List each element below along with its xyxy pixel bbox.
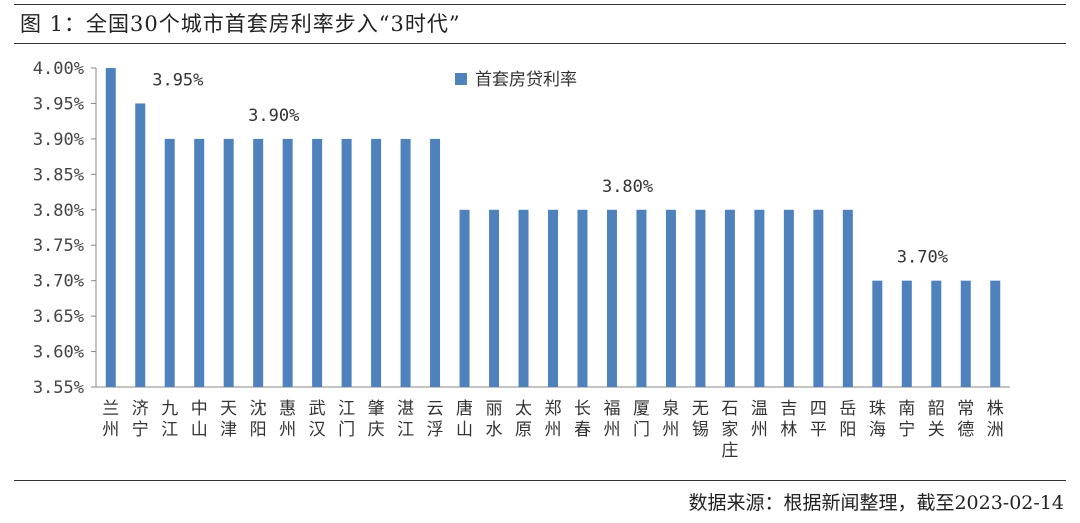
y-tick-label: 3.65% [33,307,84,327]
x-tick-label: 湛江 [397,399,414,440]
x-tick-label: 四平 [810,399,827,440]
bar [312,138,323,387]
x-tick-label: 常德 [957,399,974,440]
x-tick-label: 岳阳 [839,399,856,440]
bar [194,138,205,387]
x-tick-label: 珠海 [869,399,886,440]
data-label: 3.95% [152,70,203,90]
x-tick-label: 长春 [574,399,591,440]
y-tick-label: 3.55% [33,378,84,398]
x-tick-label: 石家庄 [721,399,738,461]
x-tick-label: 温州 [751,399,768,440]
bar [282,138,293,387]
y-tick-label: 3.80% [33,201,84,221]
bar [872,280,883,387]
bar [783,209,794,387]
x-tick-label: 韶关 [928,399,945,440]
y-tick-label: 3.95% [33,94,84,114]
x-tick-label: 福州 [603,399,620,440]
y-tick-label: 3.70% [33,272,84,292]
bar [430,138,441,387]
bar [960,280,971,387]
x-tick-label: 肇庆 [368,399,385,440]
x-tick-label: 太原 [515,399,532,440]
x-tick-label: 郑州 [545,399,562,440]
bar [842,209,853,387]
top-rule [14,4,1066,5]
x-tick-label: 南宁 [898,399,915,440]
category-labels: 兰州济宁九江中山天津沈阳惠州武汉江门肇庆湛江云浮唐山丽水太原郑州长春福州厦门泉州… [102,398,1004,461]
bars [105,68,1001,387]
bar [990,280,1001,387]
annotations: 3.95% 3.90% 3.80% 3.70% [152,70,948,267]
x-tick-label: 江门 [338,399,355,440]
data-label: 3.70% [897,248,948,268]
y-tick-label: 3.85% [33,165,84,185]
bar [400,138,411,387]
bar [695,209,706,387]
bar [518,209,529,387]
x-tick-label: 天津 [220,399,237,440]
x-tick-label: 兰州 [102,399,119,440]
bar-chart: 3.55% 3.60% 3.65% 3.70% 3.75% 3.80% 3.85% 3.90%… [33,59,1010,461]
bar [459,209,470,387]
bar [164,138,175,387]
x-tick-label: 中山 [191,399,208,440]
x-tick-label: 厦门 [633,399,650,440]
x-tick-label: 吉林 [780,399,797,440]
bar [665,209,676,387]
bar [489,209,500,387]
legend-swatch [455,73,467,85]
page-title: 图 1：全国30个城市首套房利率步入“3时代” [20,12,461,36]
bar [577,209,588,387]
bar [253,138,264,387]
x-tick-label: 唐山 [456,398,473,440]
bar [931,280,942,387]
bar [371,138,382,387]
bar [813,209,824,387]
bar [223,138,234,387]
x-tick-label: 丽水 [486,399,503,440]
x-tick-label: 泉州 [662,399,679,440]
data-label: 3.90% [248,106,299,126]
bottom-rule [14,480,1066,481]
bar [724,209,735,387]
source-note: 数据来源：根据新闻整理，截至2023-02-14 [688,492,1064,514]
y-tick-label: 3.75% [33,236,84,256]
bar [606,209,617,387]
x-tick-label: 云浮 [427,399,444,440]
x-tick-label: 沈阳 [250,399,267,440]
y-tick-label: 3.60% [33,343,84,363]
y-tick-label: 3.90% [33,130,84,150]
bar [548,209,558,387]
bar [901,280,912,387]
bar [105,68,116,387]
title-rule [14,43,1066,44]
bar [636,209,647,387]
data-label: 3.80% [602,177,653,197]
bar [754,209,765,387]
x-tick-label: 无锡 [692,399,709,440]
bar [135,103,146,387]
legend-label: 首套房贷利率 [475,70,577,90]
x-tick-label: 九江 [161,399,178,440]
bar [341,138,352,387]
legend: 首套房贷利率 [455,70,577,90]
y-tick-label: 4.00% [33,59,84,79]
x-tick-label: 株洲 [987,399,1004,440]
x-tick-label: 济宁 [132,399,149,440]
x-tick-label: 武汉 [309,399,326,440]
x-tick-label: 惠州 [279,399,296,440]
